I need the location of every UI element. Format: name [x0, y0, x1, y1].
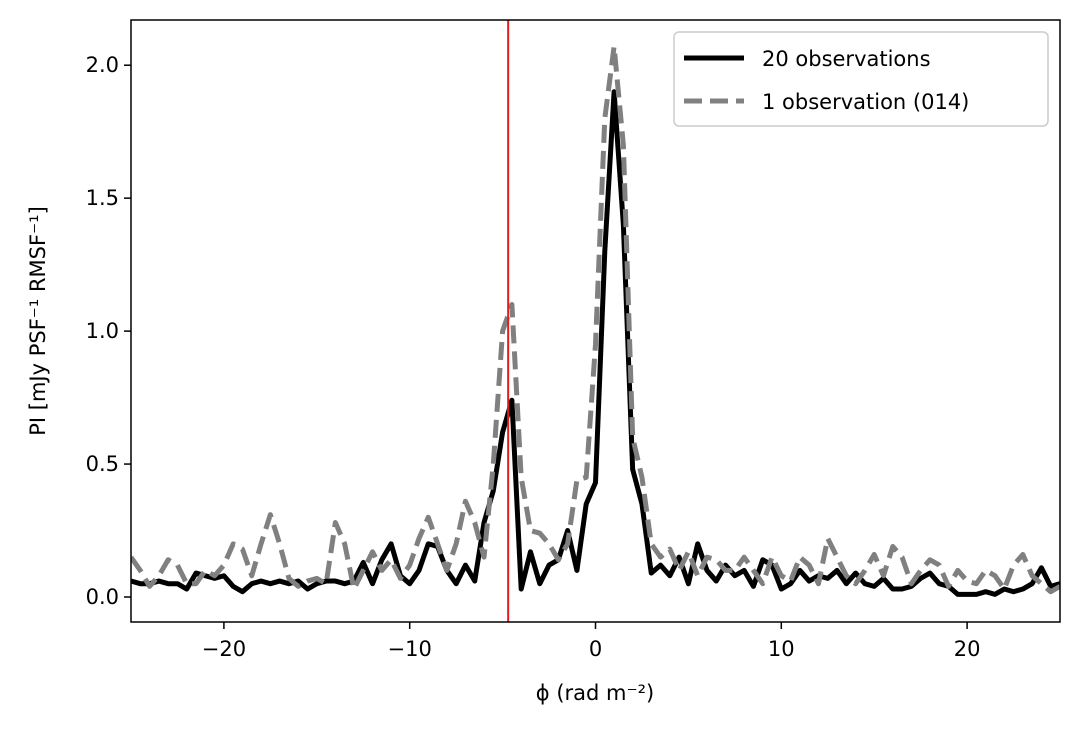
plot-frame: [130, 19, 1061, 623]
y-tick-label: 1.0: [86, 319, 119, 343]
data-line: [131, 44, 1060, 595]
y-tick-label: 1.5: [86, 186, 119, 210]
plot-area: [131, 20, 1060, 622]
y-axis-label: PI [mJy PSF⁻¹ RMSF⁻¹]: [26, 206, 50, 436]
legend-label: 20 observations: [762, 47, 931, 71]
y-tick-label: 2.0: [86, 53, 119, 77]
y-tick-label: 0.0: [86, 585, 119, 609]
x-tick-label: 20: [954, 637, 981, 661]
x-axis-label: ϕ (rad m⁻²): [536, 681, 654, 705]
x-tick-label: 10: [768, 637, 795, 661]
x-tick-label: 0: [589, 637, 602, 661]
data-line: [131, 89, 1060, 597]
x-tick-label: −20: [202, 637, 246, 661]
legend-box: [673, 31, 1049, 127]
legend-label: 1 observation (014): [762, 90, 969, 114]
x-tick-label: −10: [388, 637, 432, 661]
y-tick-label: 0.5: [86, 452, 119, 476]
